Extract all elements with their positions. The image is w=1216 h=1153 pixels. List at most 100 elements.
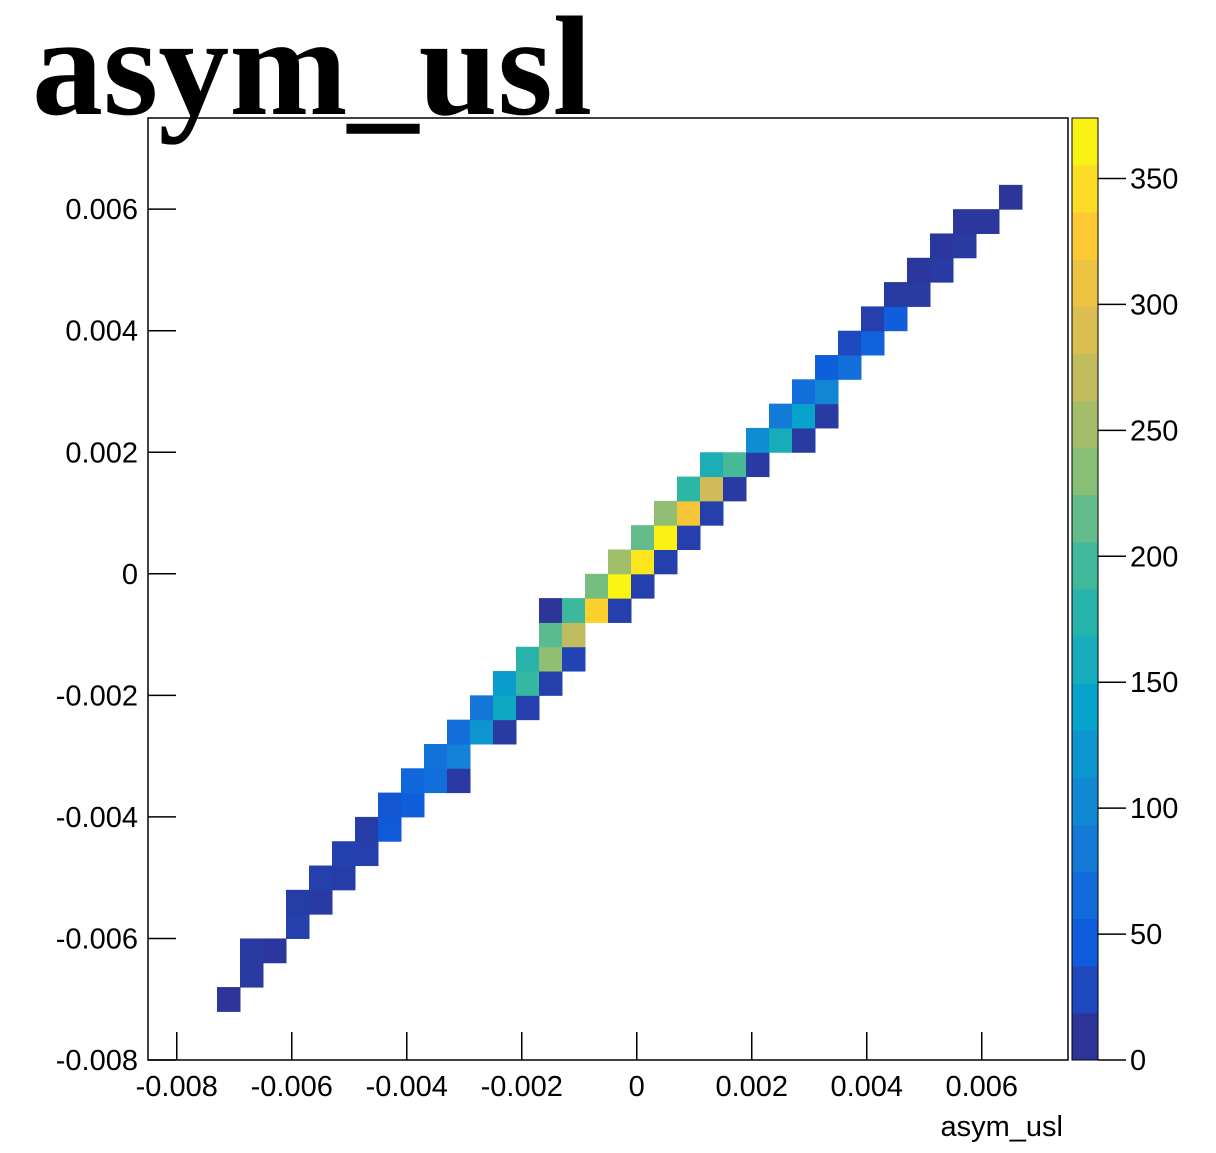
heatmap-cell [769,427,793,453]
heatmap-cell [516,695,540,721]
heatmap-cell [608,573,632,599]
heatmap-cell [539,671,563,696]
y-tick-label: -0.004 [56,802,138,834]
heatmap-cell [562,646,586,672]
heatmap-cell [332,865,356,891]
heatmap-cell [792,403,816,429]
y-tick-label: 0 [122,559,138,591]
x-tick-label: -0.008 [136,1071,218,1103]
y-tick-label: -0.008 [56,1045,138,1077]
y-tick-label: 0.006 [65,194,138,226]
heatmap-cell [309,889,333,915]
palette-step [1072,353,1098,402]
heatmap-cell [424,743,448,769]
heatmap-cell [493,671,517,696]
palette-step [1072,636,1098,684]
heatmap-cell [539,622,563,648]
x-axis-title: asym_usl [941,1111,1064,1143]
z-tick-label: 100 [1130,793,1178,825]
heatmap-cell [792,427,816,453]
palette-step [1072,306,1098,354]
heatmap-cell [217,987,241,1012]
x-tick-label: 0 [629,1071,645,1103]
heatmap-cell [516,646,540,672]
heatmap-cell [516,671,540,696]
heatmap-cell [240,938,264,964]
palette-step [1072,447,1098,496]
heatmap-cell [815,379,839,405]
heatmap-cell [263,938,287,964]
x-tick-label: 0.006 [945,1071,1018,1103]
heatmap-cell [631,525,655,550]
heatmap-cell [378,816,402,842]
heatmap-cell [585,573,609,599]
heatmap-cell [286,914,310,939]
x-tick-label: -0.006 [251,1071,333,1103]
heatmap-cell [769,403,793,429]
heatmap-cell [240,962,264,988]
heatmap-cell [838,355,862,380]
heatmap-cell [723,476,747,502]
palette-step [1072,589,1098,637]
heatmap-cell [700,452,724,478]
z-tick-label: 250 [1130,415,1178,447]
palette-step [1072,777,1098,825]
heatmap-cell [999,184,1023,210]
heatmap-cell [953,209,977,234]
x-tick-label: -0.004 [366,1071,448,1103]
heatmap-cell [355,816,379,842]
heatmap-cell [286,889,310,915]
heatmap-cell [378,792,402,818]
heatmap-cell [746,427,770,453]
x-tick-label: 0.002 [715,1071,788,1103]
heatmap-cell [815,403,839,429]
chart-title: asym_usl [32,0,592,145]
heatmap-cell [355,841,379,867]
heatmap-cell [930,257,954,283]
heatmap-cell [562,598,586,623]
heatmap-cell [792,379,816,405]
heatmap-cell [700,476,724,502]
heatmap-cell [677,525,701,550]
heatmap-cell [654,525,678,550]
heatmap-cell [723,452,747,478]
heatmap-cell [631,549,655,575]
heatmap-cell [838,330,862,356]
heatmap-cell [677,476,701,502]
heatmap-cell [470,695,494,721]
heatmap-cell [447,768,471,794]
heatmap-cell [608,549,632,575]
heatmap-cell [631,573,655,599]
heatmap-cell [654,549,678,575]
heatmap-cell [930,233,954,259]
colorbar-frame [1071,117,1099,1061]
heatmap-cell [562,622,586,648]
heatmap-cell [884,306,908,332]
z-tick-label: 0 [1130,1045,1146,1077]
heatmap-cell [815,355,839,380]
heatmap-cell [976,209,1000,234]
z-tick-label: 350 [1130,163,1178,195]
heatmap-cell [424,768,448,794]
colorbar: 0 50 100 150 200 250 300 350 [1071,117,1178,1077]
palette-step [1072,212,1098,260]
palette-step [1072,683,1098,731]
heatmap-cell [447,743,471,769]
z-tick-label: 200 [1130,541,1178,573]
heatmap-cell [677,500,701,526]
heatmap-cell [907,282,931,307]
heatmap-cell [539,646,563,672]
y-tick-label: 0.002 [65,437,138,469]
y-tick-label: -0.006 [56,923,138,955]
y-tick-label: 0.004 [65,316,138,348]
heatmap-cell [447,719,471,745]
heatmap-cell [585,598,609,623]
heatmap-cell [861,306,885,332]
palette-step [1072,1012,1098,1061]
x-tick-label: 0.004 [830,1071,903,1103]
palette-step [1072,965,1098,1014]
palette-step [1072,871,1098,920]
heatmap-cell [700,500,724,526]
